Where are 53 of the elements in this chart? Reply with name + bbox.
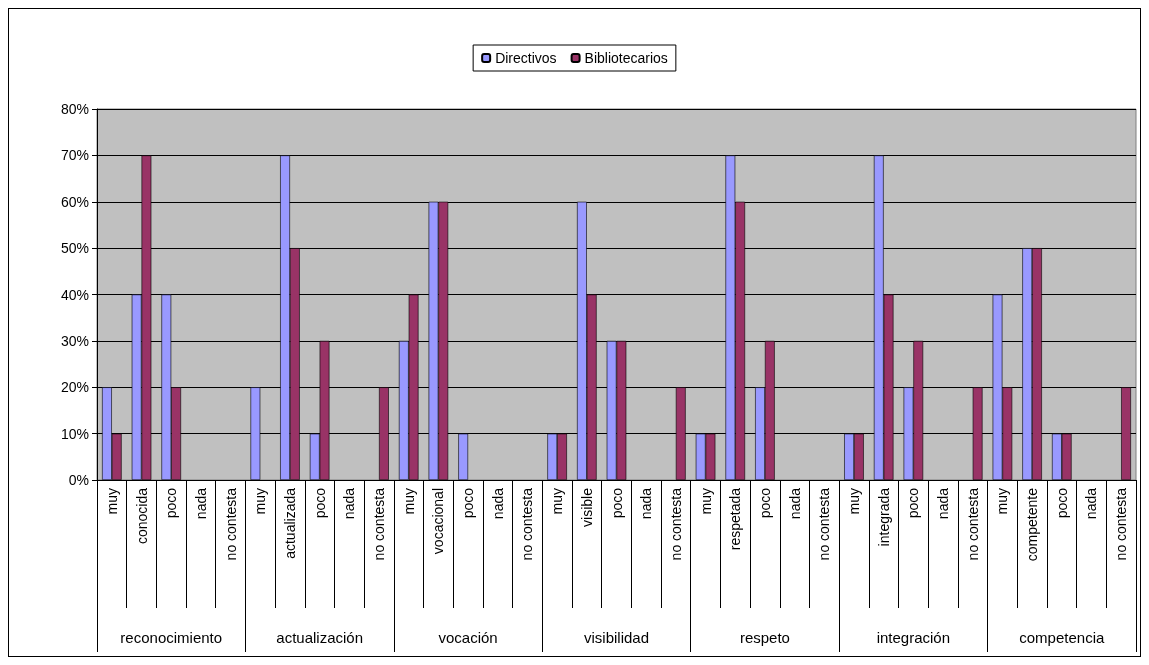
x-tick-label: muy [845,488,862,515]
x-tick-label: muy [994,488,1011,515]
text: integración [876,629,951,646]
x-tick-label: no contesta [222,487,239,561]
x-tick-label: nada [341,487,358,520]
x-tick-label: competente [1024,487,1041,562]
x-tick-label: nada [638,487,655,520]
x-tick-label: poco [756,487,773,519]
x-tick-label: poco [163,487,180,519]
x-tick-label: no contesta [816,487,833,561]
x-tick-label: muy [549,488,566,515]
x-tick-label: no contesta [1113,487,1130,561]
y-tick-label: 80% [60,101,89,117]
legend-label: Directivos [495,50,557,66]
x-tick-label: nada [489,487,506,520]
x-tick-label: muy [252,488,269,515]
x-tick-label: muy [103,488,120,515]
x-tick-label: nada [1083,487,1100,520]
legend-label: Bibliotecarios [584,50,668,66]
x-tick-label: actualizada [281,487,298,559]
x-tick-label: nada [935,487,952,520]
text: respeto [739,629,790,646]
y-tick-label: 0% [68,472,89,488]
x-tick-label: muy [697,488,714,515]
x-tick-label: conocida [133,487,150,545]
x-tick-label: nada [786,487,803,520]
x-tick-label: poco [1053,487,1070,519]
y-tick-label: 60% [60,193,89,210]
y-tick-label: 50% [60,240,89,257]
x-tick-label: poco [460,487,477,519]
y-tick-label: 70% [60,147,89,164]
x-tick-label: poco [608,487,625,519]
x-tick-label: visible [578,487,595,527]
x-tick-label: no contesta [667,487,684,561]
text: visibilidad [583,629,650,646]
x-tick-label: no contesta [519,487,536,561]
x-tick-label: poco [905,487,922,519]
y-tick-label: 30% [60,332,89,349]
x-tick-label: muy [400,488,417,515]
y-tick-label: 20% [60,379,89,396]
text: actualización [276,629,363,646]
text: reconocimiento [120,629,223,646]
x-tick-label: nada [192,487,209,520]
x-tick-label: no contesta [371,487,388,561]
x-tick-label: respetada [727,487,744,551]
x-tick-label: integrada [875,487,892,547]
x-tick-label: poco [311,487,328,519]
text: competencia [1019,629,1105,646]
y-tick-label: 40% [60,286,89,303]
x-tick-label: no contesta [964,487,981,561]
y-tick-label: 10% [60,425,89,442]
text: vocación [438,629,498,646]
x-tick-label: vocacional [430,488,447,555]
